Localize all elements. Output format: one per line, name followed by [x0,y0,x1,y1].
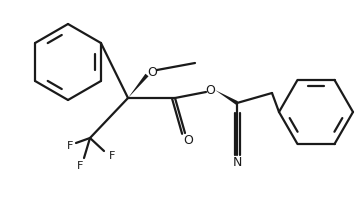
Text: O: O [183,135,193,148]
Text: F: F [77,161,83,171]
Text: O: O [205,84,215,97]
Polygon shape [128,74,149,98]
Text: N: N [232,156,242,169]
Text: F: F [67,141,73,151]
Text: F: F [109,151,115,161]
Polygon shape [215,90,238,105]
Text: O: O [147,65,157,78]
